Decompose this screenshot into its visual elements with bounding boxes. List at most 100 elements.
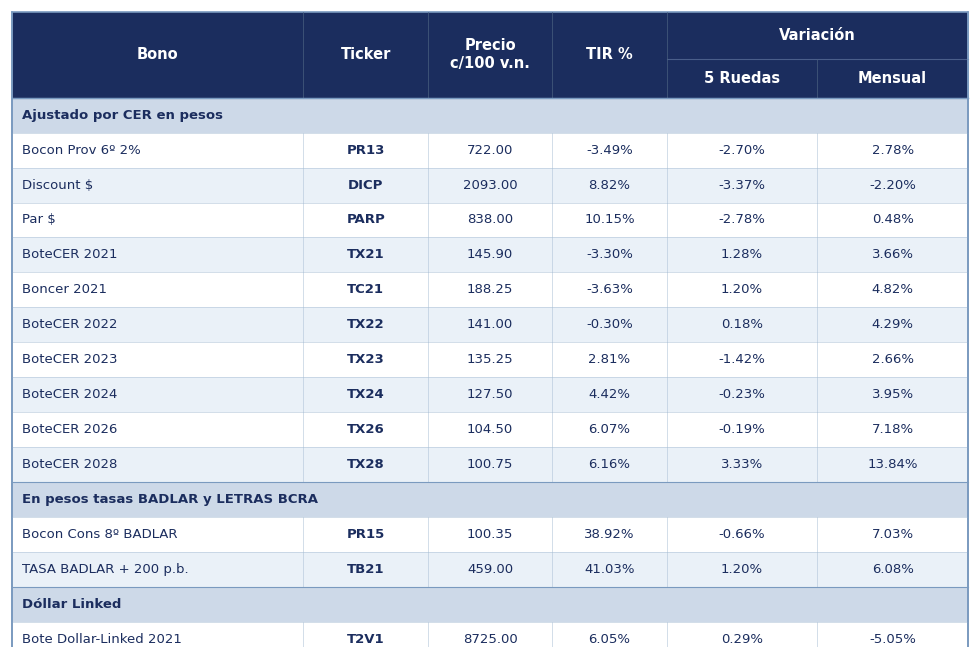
Text: Bocon Prov 6º 2%: Bocon Prov 6º 2% [22,144,140,157]
Text: BoteCER 2023: BoteCER 2023 [22,353,117,366]
Text: 104.50: 104.50 [466,423,514,436]
Text: Par $: Par $ [22,214,55,226]
Text: 10.15%: 10.15% [584,214,635,226]
Bar [12,237,968,272]
Text: Mensual: Mensual [858,71,927,86]
Text: 13.84%: 13.84% [867,458,918,471]
Text: TC21: TC21 [347,283,384,296]
Text: En pesos tasas BADLAR y LETRAS BCRA: En pesos tasas BADLAR y LETRAS BCRA [22,493,318,506]
Bar [12,12,968,98]
Text: 0.48%: 0.48% [872,214,913,226]
Text: TX23: TX23 [347,353,384,366]
Text: 4.42%: 4.42% [589,388,630,401]
Text: 4.29%: 4.29% [871,318,913,331]
Bar [12,342,968,377]
Text: DICP: DICP [348,179,383,192]
Text: Bono: Bono [137,47,178,62]
Text: TASA BADLAR + 200 p.b.: TASA BADLAR + 200 p.b. [22,563,188,576]
Text: PR15: PR15 [347,528,385,541]
Bar [12,587,968,622]
Text: 6.07%: 6.07% [589,423,630,436]
Text: 2093.00: 2093.00 [463,179,517,192]
Bar [12,168,968,203]
Text: Dóllar Linked: Dóllar Linked [22,598,121,611]
Text: 722.00: 722.00 [466,144,514,157]
Text: BoteCER 2026: BoteCER 2026 [22,423,117,436]
Text: 4.82%: 4.82% [871,283,913,296]
Bar [12,447,968,482]
Text: 6.16%: 6.16% [589,458,630,471]
Text: -3.30%: -3.30% [586,248,633,261]
Text: 2.66%: 2.66% [871,353,913,366]
Text: Ticker: Ticker [340,47,391,62]
Text: BoteCER 2022: BoteCER 2022 [22,318,117,331]
Text: 141.00: 141.00 [466,318,514,331]
Text: BoteCER 2028: BoteCER 2028 [22,458,117,471]
Bar [12,377,968,412]
Text: 8.82%: 8.82% [589,179,630,192]
Text: 3.33%: 3.33% [721,458,763,471]
Text: 38.92%: 38.92% [584,528,635,541]
Text: 8725.00: 8725.00 [463,633,517,646]
Bar [12,622,968,647]
Text: 838.00: 838.00 [466,214,514,226]
Text: TX24: TX24 [347,388,384,401]
Text: TX22: TX22 [347,318,384,331]
Text: Variación: Variación [779,28,856,43]
Text: TIR %: TIR % [586,47,633,62]
Bar [12,307,968,342]
Text: 459.00: 459.00 [466,563,514,576]
Text: -3.49%: -3.49% [586,144,633,157]
Text: 6.08%: 6.08% [872,563,913,576]
Text: 2.81%: 2.81% [589,353,630,366]
Bar [12,272,968,307]
Text: -0.66%: -0.66% [718,528,765,541]
Text: BoteCER 2021: BoteCER 2021 [22,248,117,261]
Text: 0.18%: 0.18% [721,318,763,331]
Bar [12,552,968,587]
Text: Precio
c/100 v.n.: Precio c/100 v.n. [450,38,530,71]
Text: -2.20%: -2.20% [869,179,916,192]
Bar [12,98,968,133]
Text: PR13: PR13 [347,144,385,157]
Text: 41.03%: 41.03% [584,563,635,576]
Text: -3.63%: -3.63% [586,283,633,296]
Text: 3.66%: 3.66% [871,248,913,261]
Text: 7.03%: 7.03% [871,528,913,541]
Text: PARP: PARP [346,214,385,226]
Text: -0.23%: -0.23% [718,388,765,401]
Text: 1.20%: 1.20% [721,563,763,576]
Bar [12,203,968,237]
Text: -2.70%: -2.70% [718,144,765,157]
Text: 2.78%: 2.78% [871,144,913,157]
Text: 5 Ruedas: 5 Ruedas [704,71,780,86]
Text: TX21: TX21 [347,248,384,261]
Text: 100.75: 100.75 [466,458,514,471]
Text: TB21: TB21 [347,563,384,576]
Text: -2.78%: -2.78% [718,214,765,226]
Text: -0.19%: -0.19% [718,423,765,436]
Text: TX28: TX28 [347,458,384,471]
Text: Bocon Cons 8º BADLAR: Bocon Cons 8º BADLAR [22,528,177,541]
Text: Discount $: Discount $ [22,179,93,192]
Text: TX26: TX26 [347,423,384,436]
Text: Ajustado por CER en pesos: Ajustado por CER en pesos [22,109,222,122]
Text: 1.28%: 1.28% [721,248,763,261]
Text: Boncer 2021: Boncer 2021 [22,283,107,296]
Text: 188.25: 188.25 [466,283,514,296]
Text: -3.37%: -3.37% [718,179,765,192]
Bar [12,412,968,447]
Text: 0.29%: 0.29% [721,633,763,646]
Text: -5.05%: -5.05% [869,633,916,646]
Text: 135.25: 135.25 [466,353,514,366]
Bar [12,517,968,552]
Bar [12,133,968,168]
Text: 145.90: 145.90 [466,248,514,261]
Text: Bote Dollar-Linked 2021: Bote Dollar-Linked 2021 [22,633,181,646]
Text: 3.95%: 3.95% [871,388,913,401]
Text: 7.18%: 7.18% [871,423,913,436]
Text: -1.42%: -1.42% [718,353,765,366]
Text: T2V1: T2V1 [347,633,384,646]
Text: -0.30%: -0.30% [586,318,633,331]
Text: 100.35: 100.35 [466,528,514,541]
